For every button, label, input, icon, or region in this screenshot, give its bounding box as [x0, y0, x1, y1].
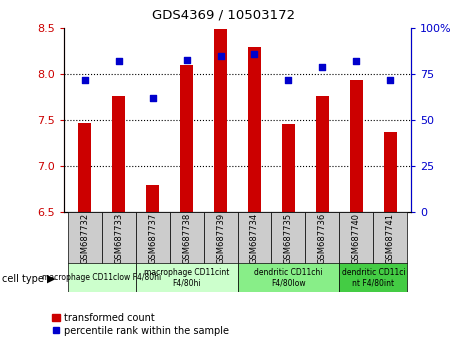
Bar: [214, 29, 228, 212]
Text: GSM687734: GSM687734: [250, 212, 259, 264]
Bar: [373, 212, 408, 264]
Point: [115, 59, 123, 64]
Bar: [203, 212, 238, 264]
Point: [149, 96, 156, 101]
Bar: [180, 65, 193, 212]
Point: [285, 77, 292, 83]
Point: [387, 77, 394, 83]
Bar: [272, 212, 305, 264]
Text: GSM687735: GSM687735: [284, 212, 293, 264]
Bar: [350, 80, 363, 212]
Bar: [340, 212, 373, 264]
Bar: [67, 263, 135, 292]
Point: [352, 59, 360, 64]
Text: GSM687733: GSM687733: [114, 212, 123, 264]
Point: [217, 53, 224, 59]
Bar: [282, 124, 295, 212]
Bar: [135, 263, 238, 292]
Bar: [384, 132, 397, 212]
Bar: [247, 47, 261, 212]
Point: [183, 57, 190, 62]
Text: cell type: cell type: [2, 274, 44, 284]
Bar: [67, 212, 102, 264]
Point: [81, 77, 88, 83]
Text: GSM687736: GSM687736: [318, 212, 327, 264]
Text: GSM687738: GSM687738: [182, 212, 191, 264]
Point: [319, 64, 326, 70]
Text: GSM687732: GSM687732: [80, 212, 89, 264]
Text: GDS4369 / 10503172: GDS4369 / 10503172: [152, 9, 295, 22]
Bar: [102, 212, 135, 264]
Text: GSM687739: GSM687739: [216, 212, 225, 264]
Bar: [135, 212, 170, 264]
Text: dendritic CD11chi
F4/80low: dendritic CD11chi F4/80low: [254, 268, 323, 287]
Text: ▶: ▶: [47, 274, 56, 284]
Bar: [170, 212, 203, 264]
Bar: [340, 263, 408, 292]
Bar: [316, 96, 329, 212]
Point: [251, 51, 258, 57]
Bar: [238, 263, 340, 292]
Bar: [78, 123, 91, 212]
Text: macrophage CD11cint
F4/80hi: macrophage CD11cint F4/80hi: [144, 268, 229, 287]
Text: GSM687740: GSM687740: [352, 212, 361, 264]
Text: GSM687741: GSM687741: [386, 212, 395, 264]
Bar: [112, 96, 125, 212]
Bar: [238, 212, 272, 264]
Text: macrophage CD11clow F4/80hi: macrophage CD11clow F4/80hi: [42, 273, 161, 282]
Bar: [146, 185, 159, 212]
Text: dendritic CD11ci
nt F4/80int: dendritic CD11ci nt F4/80int: [342, 268, 405, 287]
Bar: [305, 212, 340, 264]
Text: GSM687737: GSM687737: [148, 212, 157, 264]
Legend: transformed count, percentile rank within the sample: transformed count, percentile rank withi…: [52, 313, 229, 336]
